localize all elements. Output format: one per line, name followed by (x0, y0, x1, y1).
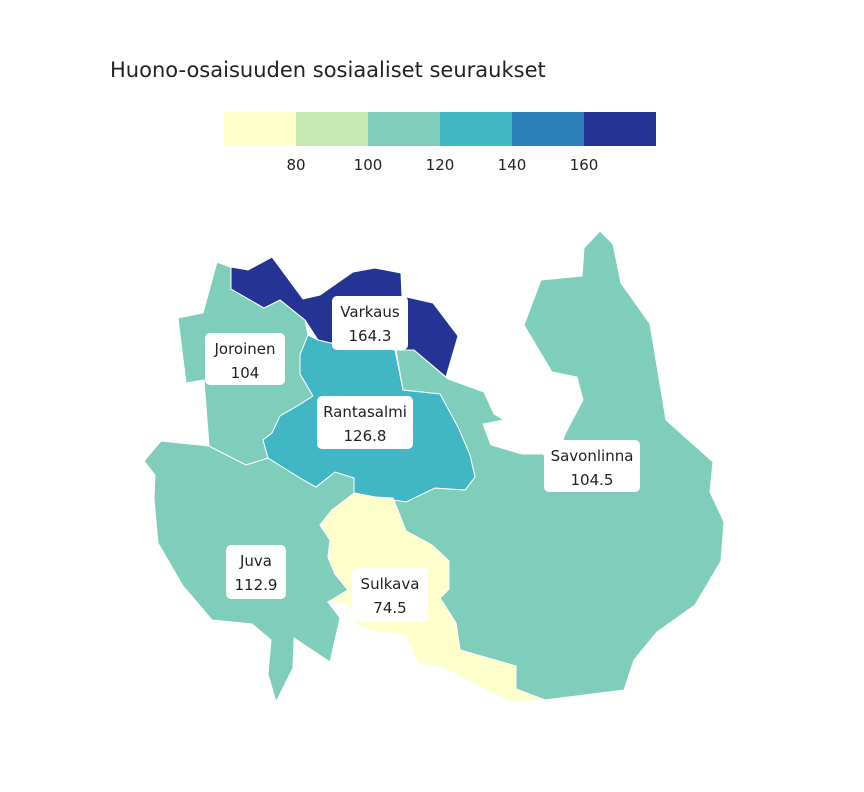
legend-swatch-3 (368, 112, 440, 146)
label-name: Savonlinna (551, 447, 634, 465)
legend-swatch-4 (440, 112, 512, 146)
region-sulkava[interactable] (319, 492, 546, 703)
label-value: 74.5 (373, 599, 406, 617)
label-box (352, 568, 428, 622)
label-name: Rantasalmi (323, 403, 407, 421)
label-name: Varkaus (340, 303, 400, 321)
legend-swatch-5 (512, 112, 584, 146)
label-box (226, 545, 286, 599)
region-labels: Savonlinna 104.5 Juva 112.9 Joroinen 104… (205, 296, 640, 622)
label-box (544, 440, 640, 492)
legend-tick-label: 120 (426, 156, 455, 174)
label-box (332, 296, 408, 350)
label-name: Sulkava (361, 575, 420, 593)
label-box (205, 333, 285, 385)
color-legend: 80 100 120 140 160 (224, 112, 656, 174)
label-joroinen: Joroinen 104 (205, 333, 285, 385)
label-value: 126.8 (344, 427, 387, 445)
legend-swatch-6 (584, 112, 656, 146)
legend-tick-label: 160 (570, 156, 599, 174)
label-name: Joroinen (213, 340, 275, 358)
legend-tick-label: 80 (286, 156, 305, 174)
map-title: Huono-osaisuuden sosiaaliset seuraukset (110, 58, 546, 82)
legend-tick-label: 100 (354, 156, 383, 174)
legend-swatch-1 (224, 112, 296, 146)
label-rantasalmi: Rantasalmi 126.8 (317, 396, 413, 449)
label-box (317, 396, 413, 449)
label-sulkava: Sulkava 74.5 (352, 568, 428, 622)
legend-swatch-2 (296, 112, 368, 146)
label-value: 104 (231, 364, 260, 382)
label-value: 164.3 (349, 327, 392, 345)
label-name: Juva (239, 552, 272, 570)
legend-tick-label: 140 (498, 156, 527, 174)
label-varkaus: Varkaus 164.3 (332, 296, 408, 350)
label-value: 112.9 (235, 576, 278, 594)
label-savonlinna: Savonlinna 104.5 (544, 440, 640, 492)
label-value: 104.5 (571, 471, 614, 489)
label-juva: Juva 112.9 (226, 545, 286, 599)
